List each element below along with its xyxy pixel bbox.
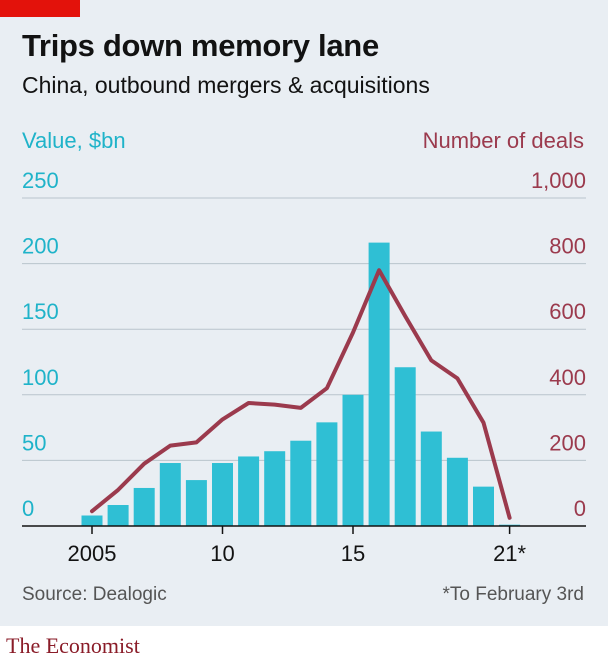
right-axis-title: Number of deals [422,128,584,153]
bar [159,463,181,526]
bar [420,431,442,526]
bar [238,456,260,526]
bar [342,394,364,526]
x-tick-label: 21* [493,541,526,566]
bar [212,463,233,526]
x-tick-label: 10 [210,541,234,566]
left-axis-title: Value, $bn [22,128,126,153]
right-tick-label: 1,000 [531,168,586,193]
bar [473,486,494,526]
bar [394,367,416,526]
brand-tag [0,0,80,17]
left-tick-label: 150 [22,299,59,324]
bar [81,515,103,526]
left-tick-label: 50 [22,430,46,455]
source-note: Source: Dealogic [22,584,167,605]
chart-plot: 0 0 50 200 100 400 150 600 200 800 250 1,000 2005 10 1… [22,168,586,566]
left-tick-label: 0 [22,496,34,521]
bar [264,451,286,526]
left-tick-label: 200 [22,234,59,259]
left-tick-label: 250 [22,168,59,193]
publisher-logo: The Economist [6,633,140,658]
chart-title: Trips down memory lane [22,28,379,63]
x-tick-label: 2005 [68,541,117,566]
right-tick-label: 600 [549,299,586,324]
bar [316,422,338,526]
bar [107,505,129,526]
deals-line [90,268,512,520]
bar [290,440,312,526]
footnote: *To February 3rd [442,584,584,605]
bar [368,242,390,526]
chart-subtitle: China, outbound mergers & acquisitions [22,72,430,98]
right-tick-label: 200 [549,430,586,455]
bar [185,480,207,526]
left-tick-label: 100 [22,365,59,390]
bar [133,487,155,526]
right-tick-label: 400 [549,365,586,390]
bar [446,457,468,526]
right-tick-label: 0 [574,496,586,521]
x-tick-label: 15 [341,541,365,566]
right-tick-label: 800 [549,234,586,259]
